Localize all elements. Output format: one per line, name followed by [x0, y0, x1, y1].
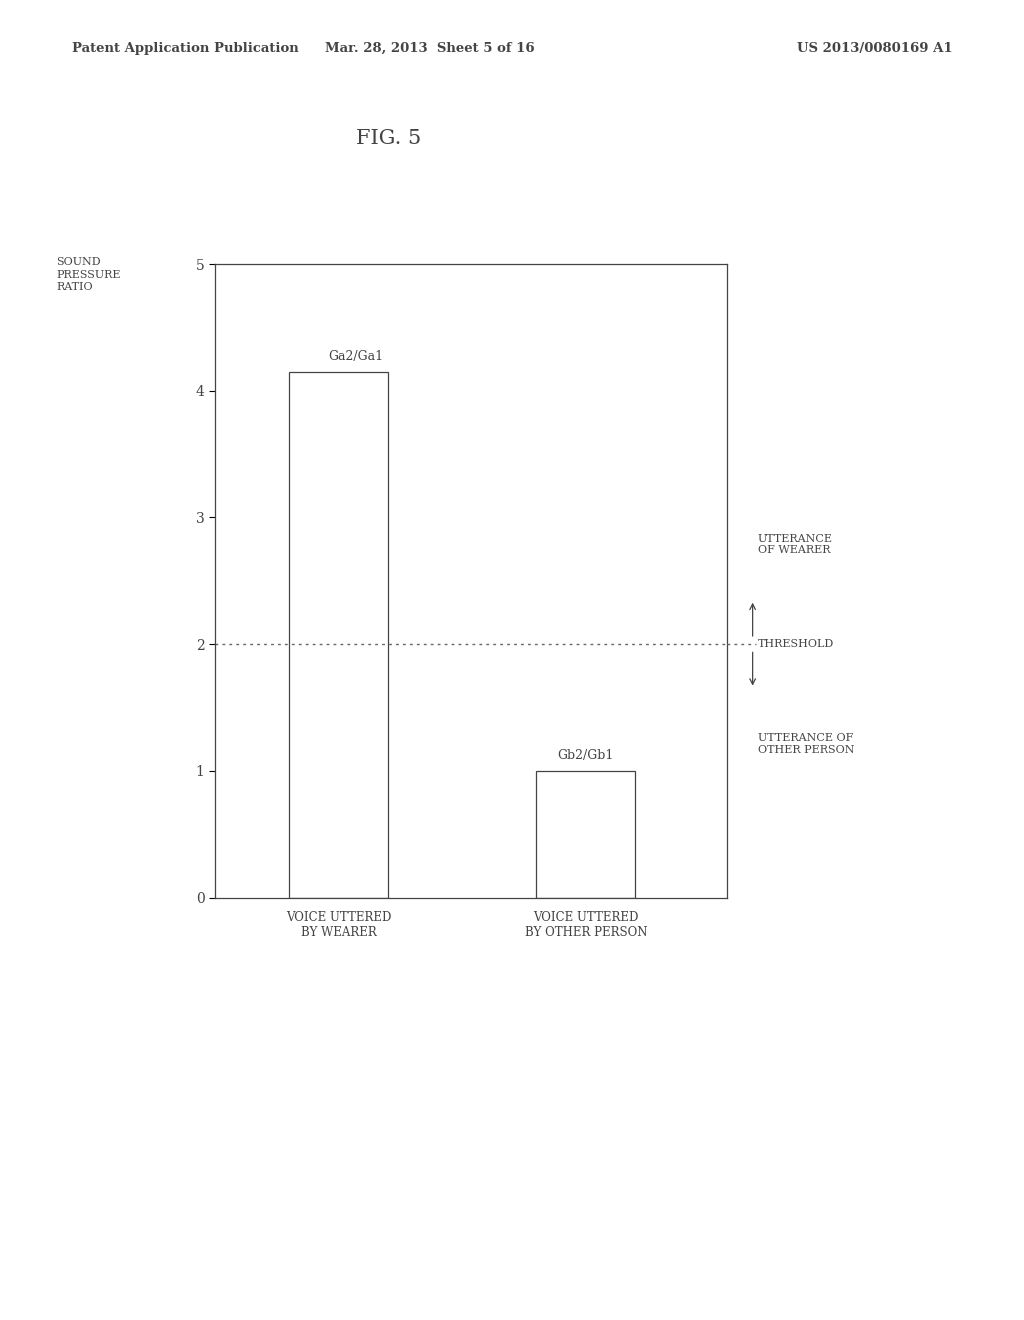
Text: Ga2/Ga1: Ga2/Ga1: [329, 350, 384, 363]
Text: Gb2/Gb1: Gb2/Gb1: [558, 748, 614, 762]
Text: US 2013/0080169 A1: US 2013/0080169 A1: [797, 42, 952, 55]
Bar: [289, 372, 388, 898]
Text: UTTERANCE OF
OTHER PERSON: UTTERANCE OF OTHER PERSON: [758, 733, 854, 755]
Text: SOUND
PRESSURE
RATIO: SOUND PRESSURE RATIO: [56, 257, 121, 292]
Text: Patent Application Publication: Patent Application Publication: [72, 42, 298, 55]
Text: Mar. 28, 2013  Sheet 5 of 16: Mar. 28, 2013 Sheet 5 of 16: [326, 42, 535, 55]
Text: UTTERANCE
OF WEARER: UTTERANCE OF WEARER: [758, 533, 833, 556]
Bar: [537, 771, 635, 898]
Text: FIG. 5: FIG. 5: [356, 129, 422, 148]
Text: THRESHOLD: THRESHOLD: [758, 639, 834, 649]
